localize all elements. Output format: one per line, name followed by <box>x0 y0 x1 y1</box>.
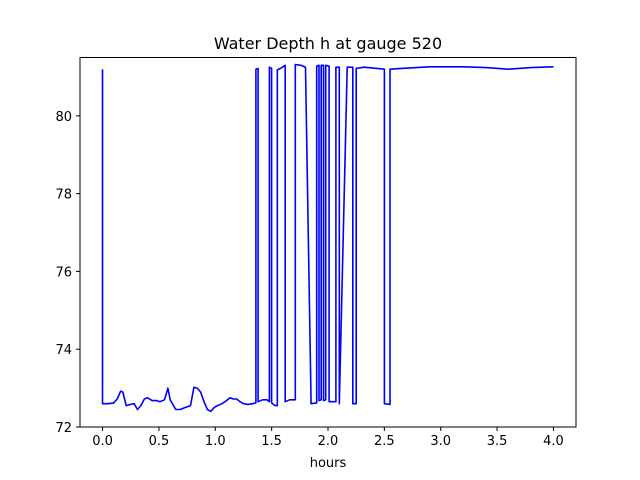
x-tick-label: 0.0 <box>92 434 113 449</box>
x-tick-label: 0.5 <box>149 434 170 449</box>
x-tick-label: 1.5 <box>261 434 282 449</box>
y-tick-label: 74 <box>55 343 72 358</box>
y-tick-label: 78 <box>55 188 72 203</box>
series-line-0 <box>101 63 554 413</box>
x-tick-label: 1.0 <box>205 434 226 449</box>
x-tick-label: 2.5 <box>374 434 395 449</box>
plot-frame <box>79 57 577 428</box>
x-tick-label: 2.0 <box>318 434 339 449</box>
x-tick-label: 4.0 <box>543 434 564 449</box>
x-axis: 0.0 0.5 1.0 1.5 2.0 2.5 3.0 3.5 4.0 <box>92 427 564 449</box>
x-tick-label: 3.0 <box>430 434 451 449</box>
y-tick-label: 80 <box>55 110 72 125</box>
y-tick-label: 76 <box>55 265 72 280</box>
chart-title: Water Depth h at gauge 520 <box>214 34 442 53</box>
series-layer <box>101 63 554 413</box>
y-tick-label: 72 <box>55 421 72 436</box>
y-axis: 72 74 76 78 80 <box>55 110 80 436</box>
x-axis-label: hours <box>310 456 347 471</box>
x-tick-label: 3.5 <box>487 434 508 449</box>
